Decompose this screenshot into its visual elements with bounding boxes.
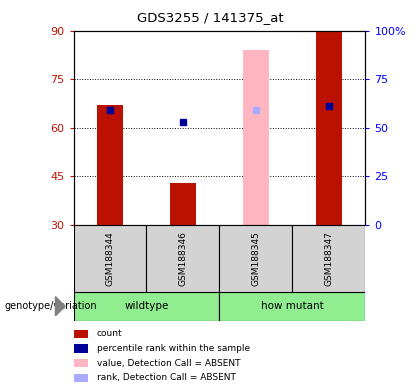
Bar bbox=[74, 344, 88, 353]
Bar bbox=[74, 330, 88, 338]
Text: how mutant: how mutant bbox=[261, 301, 324, 311]
Bar bbox=[74, 225, 147, 292]
Bar bbox=[292, 225, 365, 292]
Bar bbox=[170, 183, 196, 225]
Text: genotype/variation: genotype/variation bbox=[4, 301, 97, 311]
Text: percentile rank within the sample: percentile rank within the sample bbox=[97, 344, 250, 353]
Bar bbox=[316, 31, 342, 225]
Text: GSM188347: GSM188347 bbox=[324, 231, 333, 286]
Bar bbox=[220, 225, 292, 292]
Bar bbox=[243, 50, 269, 225]
Bar bbox=[74, 359, 88, 367]
Text: GSM188344: GSM188344 bbox=[105, 231, 115, 286]
Text: count: count bbox=[97, 329, 123, 338]
Text: rank, Detection Call = ABSENT: rank, Detection Call = ABSENT bbox=[97, 374, 236, 382]
Text: GDS3255 / 141375_at: GDS3255 / 141375_at bbox=[136, 12, 284, 25]
Text: GSM188345: GSM188345 bbox=[252, 231, 260, 286]
Text: GSM188346: GSM188346 bbox=[178, 231, 187, 286]
Bar bbox=[147, 225, 220, 292]
Text: value, Detection Call = ABSENT: value, Detection Call = ABSENT bbox=[97, 359, 240, 368]
Bar bbox=[220, 292, 365, 321]
Text: wildtype: wildtype bbox=[124, 301, 169, 311]
Bar bbox=[74, 292, 220, 321]
Bar bbox=[74, 374, 88, 382]
Bar bbox=[97, 105, 123, 225]
